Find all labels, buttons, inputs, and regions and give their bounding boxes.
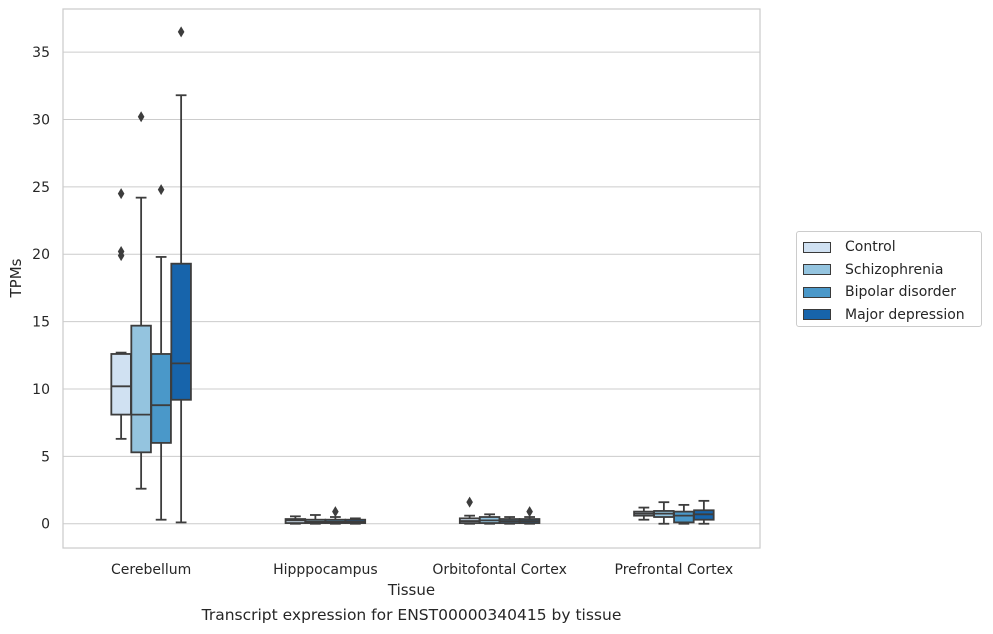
box-schizophrenia: [130, 111, 152, 490]
y-tick-label: 15: [32, 315, 50, 331]
gridlines: [63, 51, 760, 525]
box-major-depression: [518, 506, 541, 525]
legend-swatch: [803, 241, 831, 253]
box-iqr: [110, 353, 132, 416]
outlier-point: [117, 188, 125, 200]
legend-item: Control: [797, 236, 981, 259]
box-schizophrenia: [304, 514, 327, 525]
legend-swatch: [803, 264, 831, 276]
legend-item: Bipolar disorder: [797, 281, 981, 304]
box-major-depression: [170, 26, 192, 524]
box-bipolar-disorder: [324, 506, 347, 525]
y-tick-label: 25: [32, 180, 50, 196]
box-control: [458, 496, 481, 525]
chart-caption: Transcript expression for ENST0000034041…: [201, 606, 622, 624]
box-schizophrenia: [653, 501, 675, 525]
y-tick-labels: 0 5 10 15 20 25 30 35: [32, 45, 50, 533]
outlier-point: [332, 506, 339, 518]
box-control: [284, 515, 307, 525]
box-iqr: [673, 510, 695, 524]
outlier-point: [466, 496, 473, 508]
y-tick-label: 35: [32, 45, 50, 61]
box-iqr: [150, 353, 172, 444]
x-tick-label: Cerebellum: [111, 562, 191, 578]
box-bipolar-disorder: [498, 516, 521, 525]
legend-label: Schizophrenia: [845, 261, 944, 278]
outlier-point: [157, 184, 165, 196]
legend: Control Schizophrenia Bipolar disorder Majo…: [796, 231, 982, 327]
x-tick-labels: Cerebellum Hipppocampus Orbitofontal Corte…: [111, 562, 733, 578]
legend-label: Major depression: [845, 306, 965, 323]
y-tick-label: 0: [41, 517, 50, 533]
box-schizophrenia: [478, 513, 501, 525]
x-axis-label: Tissue: [387, 581, 435, 599]
legend-swatch: [803, 286, 831, 298]
y-tick-label: 10: [32, 382, 50, 398]
box-major-depression: [693, 499, 715, 525]
box-iqr: [170, 262, 192, 401]
outlier-point: [137, 111, 145, 123]
x-tick-label: Prefrontal Cortex: [615, 562, 734, 578]
legend-swatch: [803, 309, 831, 321]
legend-label: Control: [845, 239, 896, 256]
y-tick-label: 30: [32, 112, 50, 128]
x-tick-label: Hipppocampus: [273, 562, 378, 578]
y-tick-label: 20: [32, 247, 50, 263]
outlier-point: [526, 506, 533, 518]
box-iqr: [130, 324, 152, 454]
box-bipolar-disorder: [673, 503, 695, 525]
box-major-depression: [344, 517, 367, 525]
legend-item: Schizophrenia: [797, 259, 981, 282]
box-bipolar-disorder: [150, 184, 172, 521]
outlier-point: [177, 26, 185, 38]
y-axis-label: TPMs: [7, 258, 25, 298]
legend-label: Bipolar disorder: [845, 284, 957, 301]
box-control: [110, 188, 132, 440]
outlier-point: [117, 250, 125, 262]
box-control: [633, 506, 655, 521]
y-tick-label: 5: [41, 449, 50, 465]
legend-item: Major depression: [797, 304, 981, 327]
x-tick-label: Orbitofontal Cortex: [432, 562, 567, 578]
plot-area-frame: [62, 8, 761, 549]
boxes: [110, 26, 715, 525]
